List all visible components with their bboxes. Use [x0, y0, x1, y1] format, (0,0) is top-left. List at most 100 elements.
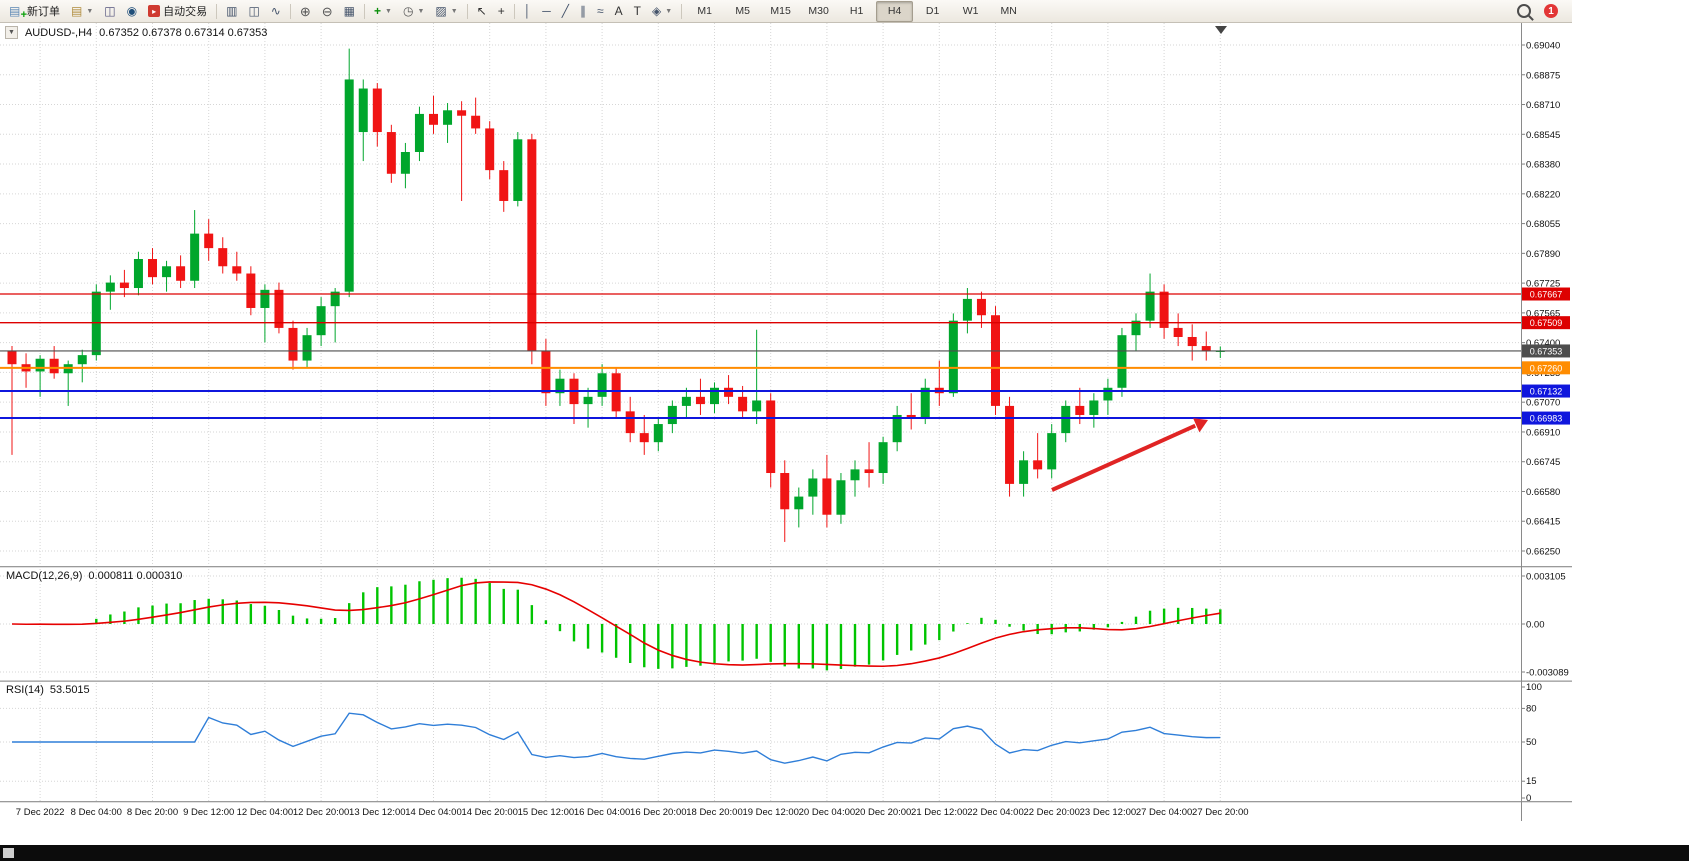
templates-button[interactable]: ▨ ▼	[430, 1, 462, 22]
price-axis-label: 0.68055	[1526, 219, 1560, 230]
bar-chart-button[interactable]: ▥	[221, 1, 242, 22]
shapes-icon: ◈	[651, 4, 662, 18]
candle-bullish	[1047, 433, 1057, 470]
timeframe-button-m30[interactable]: M30	[808, 5, 829, 17]
candle-bearish	[695, 396, 705, 405]
candle-bearish	[766, 400, 776, 474]
price-badge	[1522, 316, 1570, 330]
price-badge-value: 0.67667	[1530, 290, 1563, 300]
candle-bearish	[906, 414, 916, 419]
tile-windows-button[interactable]: ▦	[339, 1, 360, 22]
trendline-button[interactable]: ╱	[557, 1, 574, 22]
shapes-button[interactable]: ◈ ▼	[647, 1, 677, 22]
macd-axis-label: 0.00	[1526, 620, 1545, 631]
new-chart-button[interactable]: ▤ ▼	[66, 1, 98, 22]
candle-bearish	[429, 113, 438, 125]
zoom-in-icon: ⊕	[299, 3, 311, 19]
timeframe-button-d1[interactable]: D1	[925, 5, 940, 17]
timeframe-button-h1[interactable]: H1	[849, 5, 864, 17]
zoom-in-button[interactable]: ⊕	[295, 1, 316, 22]
chevron-down-icon: ▼	[450, 7, 458, 15]
candle-bullish	[850, 469, 860, 481]
crosshair-icon: +	[497, 4, 505, 18]
candle-bullish	[344, 79, 354, 292]
candle-bullish	[1145, 291, 1155, 321]
candle-bullish	[190, 233, 200, 281]
toolbar-separator	[466, 3, 468, 19]
market-watch-button[interactable]: ◉	[122, 1, 142, 22]
profiles-button[interactable]: ◫	[99, 1, 120, 22]
candle-bullish	[260, 289, 270, 308]
rsi-axis-label: 50	[1526, 737, 1537, 748]
channel-button[interactable]: ∥	[575, 1, 591, 22]
text-button[interactable]: A	[610, 1, 628, 22]
candle-bearish	[119, 282, 129, 289]
timeframe-button-h4[interactable]: H4	[876, 0, 914, 22]
candle-bullish	[752, 400, 762, 412]
cursor-icon: ↖	[476, 4, 487, 18]
candle-bullish	[583, 396, 593, 405]
timeframe-button-m15[interactable]: M15	[770, 5, 791, 17]
label-icon: T	[633, 4, 641, 18]
macd-name: MACD(12,26,9)	[6, 570, 83, 582]
panel-separator[interactable]	[0, 680, 1572, 682]
profiles-icon: ◫	[104, 4, 116, 18]
ohlc-values: 0.67352 0.67378 0.67314 0.67353	[99, 26, 268, 39]
price-badge-value: 0.67353	[1530, 346, 1563, 356]
scroll-position-marker	[1215, 26, 1227, 34]
price-badge-value: 0.66983	[1530, 414, 1563, 424]
candle-bullish	[1019, 460, 1029, 484]
notification-badge[interactable]: 1	[1544, 4, 1558, 18]
crosshair-button[interactable]: +	[493, 1, 510, 22]
rsi-values: 53.5015	[49, 684, 90, 696]
time-axis-label: 13 Dec 12:00	[349, 807, 406, 818]
one-click-trading-toggle[interactable]: ▼	[5, 26, 18, 39]
macd-label: MACD(12,26,9) 0.000811 0.000310	[6, 570, 182, 582]
new-order-button[interactable]: ▤ + 新订单	[4, 1, 65, 22]
label-button[interactable]: T	[629, 1, 646, 22]
indicators-button[interactable]: + ▼	[369, 1, 397, 22]
time-axis-label: 20 Dec 20:00	[855, 807, 912, 818]
vertical-line-icon: │	[523, 4, 532, 18]
zoom-out-button[interactable]: ⊖	[317, 1, 338, 22]
fibonacci-button[interactable]: ≈	[592, 1, 609, 22]
trend-arrow[interactable]	[1051, 423, 1197, 492]
chart-canvas[interactable]: 7 Dec 2022 8 Dec 04:00 8 Dec 20:00 9 Dec 12…	[0, 23, 1572, 845]
candle-bearish	[246, 273, 256, 308]
new-chart-icon: ▤	[71, 4, 83, 18]
candle-bearish	[822, 478, 832, 515]
panel-separator[interactable]	[0, 801, 1572, 803]
cursor-button[interactable]: ↖	[472, 1, 492, 22]
vertical-line-button[interactable]: │	[519, 1, 537, 22]
time-axis-label: 8 Dec 04:00	[71, 807, 122, 818]
candle-bullish	[105, 282, 115, 292]
horizontal-line-button[interactable]: ─	[537, 1, 556, 22]
timeframe-button-w1[interactable]: W1	[962, 5, 979, 17]
candle-bearish	[1033, 460, 1043, 470]
periods-button[interactable]: ◷ ▼	[398, 1, 429, 22]
line-chart-button[interactable]: ∿	[266, 1, 286, 22]
candle-bullish	[77, 355, 87, 365]
time-axis-label: 8 Dec 20:00	[127, 807, 178, 818]
price-axis-label: 0.69040	[1526, 41, 1560, 52]
price-axis-label: 0.68710	[1526, 100, 1560, 111]
candle-bearish	[232, 266, 242, 274]
market-watch-icon: ◉	[126, 4, 138, 18]
timeframe-button-mn[interactable]: MN	[1000, 5, 1017, 17]
price-axis-label: 0.67890	[1526, 249, 1560, 260]
timeframe-button-m5[interactable]: M5	[735, 5, 750, 17]
candlestick-chart-button[interactable]: ◫	[243, 1, 264, 22]
candle-bearish	[1159, 291, 1169, 328]
autotrading-button[interactable]: ▸ 自动交易	[143, 1, 212, 22]
autotrading-icon: ▸	[148, 5, 161, 17]
panel-separator[interactable]	[0, 566, 1572, 568]
time-axis-label: 27 Dec 20:00	[1192, 807, 1249, 818]
price-axis-label: 0.68220	[1526, 189, 1560, 200]
candle-bearish	[864, 469, 874, 474]
time-axis-label: 7 Dec 2022	[16, 807, 65, 818]
search-icon[interactable]	[1517, 4, 1531, 18]
timeframe-button-m1[interactable]: M1	[697, 5, 712, 17]
candlestick-chart-icon: ◫	[248, 4, 260, 18]
templates-icon: ▨	[435, 4, 447, 18]
